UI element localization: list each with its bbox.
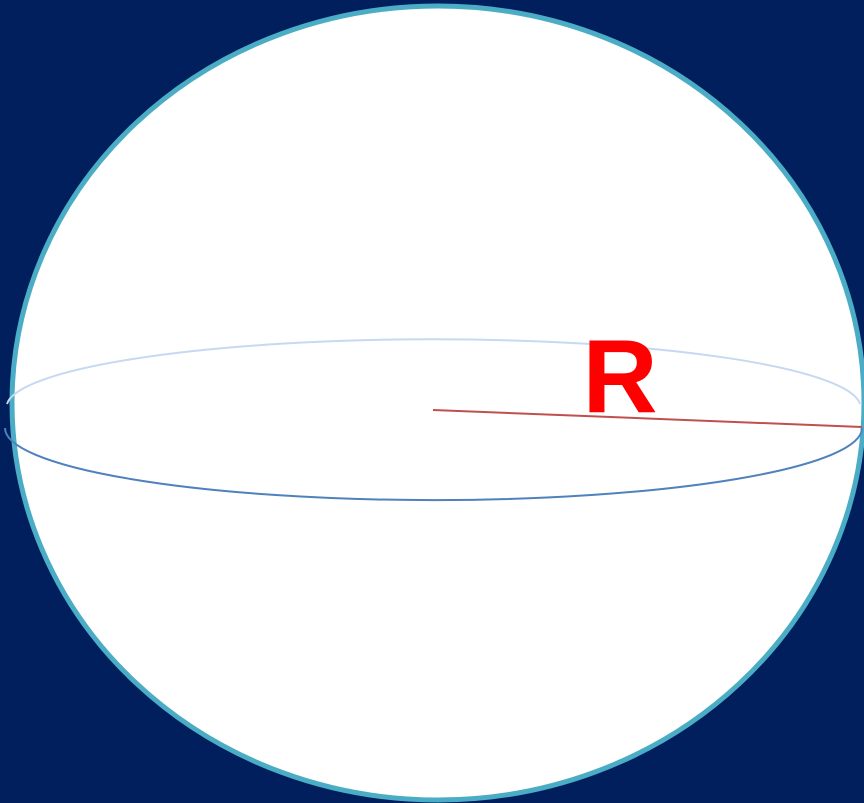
radius-line	[432, 409, 863, 428]
sphere	[9, 3, 864, 803]
equator-front	[4, 427, 863, 502]
equator-back	[6, 338, 861, 405]
radius-label: R	[582, 319, 657, 435]
